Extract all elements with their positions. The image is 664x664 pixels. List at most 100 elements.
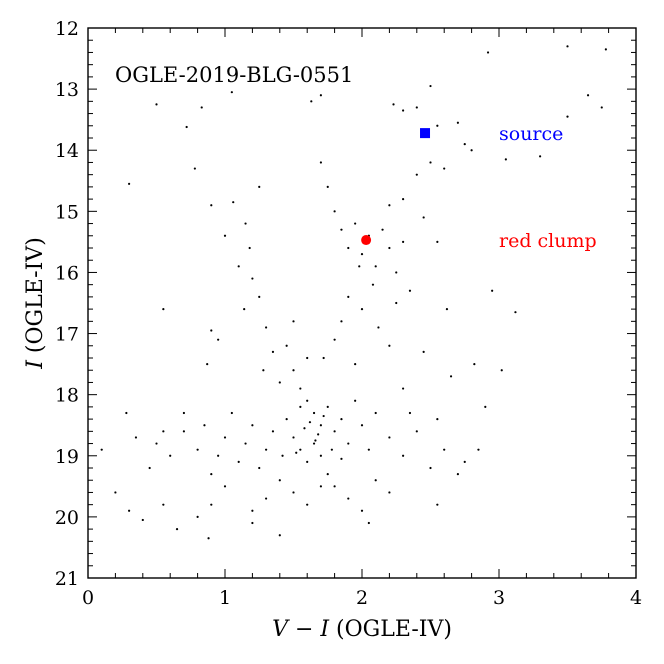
y-tick-labels: 12 13 14 15 16 17 18 19 20 21 <box>55 18 79 590</box>
star-point <box>604 48 607 51</box>
star-point <box>141 518 144 522</box>
source-marker <box>420 128 431 139</box>
star-point <box>251 277 254 280</box>
star-point <box>292 491 295 494</box>
star-point <box>128 509 131 512</box>
star-point <box>388 246 391 250</box>
star-point <box>358 265 361 268</box>
x-tick-label: 2 <box>356 587 368 609</box>
star-point <box>306 356 309 360</box>
star-point <box>367 448 370 451</box>
star-point <box>415 430 418 433</box>
star-point <box>162 503 165 506</box>
star-point <box>354 363 357 366</box>
star-point <box>210 204 213 207</box>
star-point <box>429 84 432 88</box>
star-point <box>206 363 209 366</box>
star-point <box>429 161 432 164</box>
star-point <box>248 246 251 250</box>
star-point <box>402 454 405 457</box>
star-point <box>251 424 254 427</box>
star-point <box>310 100 313 103</box>
star-point <box>319 485 322 488</box>
y-tick-label: 13 <box>55 79 79 101</box>
star-point <box>223 436 227 439</box>
star-point <box>258 295 261 298</box>
star-point <box>402 109 405 112</box>
annotation-label: source <box>499 123 563 145</box>
star-point <box>265 497 268 500</box>
star-point <box>381 228 384 231</box>
star-point <box>292 369 295 372</box>
star-point <box>271 350 275 353</box>
star-point <box>422 216 425 219</box>
star-point <box>436 503 439 506</box>
star-point <box>333 210 336 213</box>
star-point <box>470 149 473 152</box>
star-point <box>182 430 185 433</box>
star-point <box>207 537 210 540</box>
x-axis-label: V − I (OGLE-IV) <box>272 617 452 642</box>
star-point <box>308 421 312 424</box>
star-point <box>333 485 336 488</box>
star-point <box>114 491 117 494</box>
star-point <box>436 240 439 243</box>
y-tick-label: 20 <box>55 507 79 529</box>
star-point <box>333 430 336 433</box>
y-axis-label: I (OGLE-IV) <box>23 237 48 370</box>
star-point <box>155 442 158 445</box>
star-point <box>415 106 418 109</box>
x-tick-label: 3 <box>493 587 505 609</box>
star-point <box>330 448 333 451</box>
star-point <box>285 418 288 421</box>
star-point <box>292 320 295 323</box>
star-point <box>367 521 370 525</box>
star-point <box>295 451 298 454</box>
star-point <box>169 454 172 457</box>
star-point <box>258 185 261 188</box>
star-point <box>374 411 377 415</box>
star-point <box>443 448 446 451</box>
star-point <box>262 369 265 372</box>
star-point <box>326 405 329 408</box>
star-point <box>566 115 569 118</box>
star-point <box>265 448 268 451</box>
star-point <box>371 283 375 286</box>
star-point <box>299 448 302 451</box>
x-tick-label: 4 <box>630 587 642 609</box>
star-point <box>237 460 240 463</box>
star-point <box>500 369 503 372</box>
star-point <box>314 439 317 442</box>
star-point <box>162 308 165 311</box>
annotation-label: red clump <box>499 230 597 252</box>
star-point <box>278 534 281 537</box>
star-point <box>243 308 246 311</box>
star-point <box>392 103 395 106</box>
star-point <box>473 363 476 366</box>
star-point <box>303 427 306 430</box>
star-point <box>436 124 439 127</box>
star-point <box>128 182 131 185</box>
star-point <box>504 158 507 161</box>
star-point <box>285 344 288 347</box>
y-tick-label: 21 <box>55 568 79 590</box>
star-point <box>244 222 247 225</box>
y-tick-label: 19 <box>55 446 79 468</box>
star-point <box>217 338 220 341</box>
star-point <box>319 454 322 457</box>
star-point <box>347 497 350 500</box>
star-point <box>319 161 322 164</box>
star-point <box>354 399 357 402</box>
star-point <box>347 295 350 298</box>
star-point <box>456 473 459 476</box>
star-point <box>415 173 418 176</box>
star-point <box>360 509 364 512</box>
star-point <box>322 414 325 418</box>
y-tick-label: 18 <box>55 385 79 407</box>
star-point <box>196 448 199 451</box>
star-point <box>232 201 235 204</box>
star-point <box>586 94 590 97</box>
star-point <box>449 375 453 378</box>
star-point <box>134 436 138 439</box>
star-point <box>395 271 398 274</box>
